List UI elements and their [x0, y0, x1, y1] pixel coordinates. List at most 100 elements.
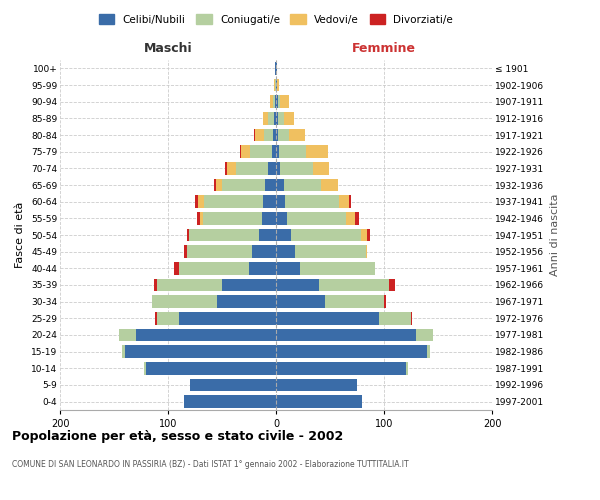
Bar — [276, 362, 406, 374]
Bar — [280, 96, 289, 108]
Bar — [276, 62, 277, 74]
Bar — [355, 212, 359, 224]
Bar — [275, 62, 276, 74]
Bar — [319, 279, 389, 291]
Bar — [119, 329, 136, 341]
Bar — [125, 346, 276, 358]
Bar — [280, 162, 313, 174]
Bar — [295, 246, 365, 258]
Bar — [276, 96, 278, 108]
Bar — [190, 379, 276, 391]
Bar — [262, 212, 276, 224]
Bar — [155, 312, 157, 324]
Bar — [263, 112, 268, 124]
Bar — [276, 179, 284, 192]
Bar — [278, 112, 284, 124]
Bar — [214, 179, 215, 192]
Bar — [278, 129, 289, 141]
Bar — [275, 79, 276, 92]
Bar — [215, 179, 222, 192]
Bar — [276, 296, 325, 308]
Y-axis label: Fasce di età: Fasce di età — [16, 202, 25, 268]
Bar — [273, 96, 275, 108]
Bar — [276, 379, 357, 391]
Bar — [184, 246, 187, 258]
Bar — [268, 162, 276, 174]
Bar — [300, 262, 376, 274]
Bar — [222, 179, 265, 192]
Bar — [227, 162, 236, 174]
Bar — [154, 279, 157, 291]
Bar — [276, 312, 379, 324]
Bar — [249, 262, 276, 274]
Bar — [259, 229, 276, 241]
Bar — [284, 179, 322, 192]
Bar — [427, 346, 430, 358]
Bar — [274, 79, 275, 92]
Bar — [276, 246, 295, 258]
Bar — [152, 296, 217, 308]
Bar — [256, 129, 264, 141]
Bar — [236, 162, 268, 174]
Bar — [411, 312, 412, 324]
Bar — [313, 162, 329, 174]
Bar — [157, 312, 179, 324]
Bar — [289, 129, 305, 141]
Bar — [195, 196, 198, 208]
Bar — [276, 162, 280, 174]
Bar — [379, 312, 411, 324]
Bar — [197, 212, 200, 224]
Bar — [279, 146, 306, 158]
Bar — [203, 212, 262, 224]
Bar — [250, 146, 272, 158]
Bar — [389, 279, 395, 291]
Bar — [203, 196, 263, 208]
Bar — [276, 396, 362, 408]
Bar — [278, 96, 280, 108]
Bar — [365, 246, 367, 258]
Bar — [276, 329, 416, 341]
Bar — [269, 96, 273, 108]
Bar — [367, 229, 370, 241]
Bar — [276, 129, 278, 141]
Bar — [406, 362, 408, 374]
Bar — [284, 196, 338, 208]
Bar — [265, 179, 276, 192]
Bar — [416, 329, 433, 341]
Bar — [222, 279, 276, 291]
Bar — [254, 129, 256, 141]
Bar — [291, 229, 361, 241]
Bar — [276, 279, 319, 291]
Bar — [276, 79, 277, 92]
Bar — [276, 112, 278, 124]
Bar — [287, 212, 346, 224]
Bar — [274, 112, 276, 124]
Bar — [276, 212, 287, 224]
Bar — [276, 346, 427, 358]
Bar — [175, 262, 179, 274]
Text: Popolazione per età, sesso e stato civile - 2002: Popolazione per età, sesso e stato civil… — [12, 430, 343, 443]
Bar — [325, 296, 384, 308]
Bar — [276, 196, 284, 208]
Bar — [144, 362, 146, 374]
Bar — [188, 229, 259, 241]
Bar — [349, 196, 350, 208]
Bar — [157, 279, 222, 291]
Bar — [361, 229, 367, 241]
Bar — [252, 246, 276, 258]
Bar — [284, 112, 295, 124]
Y-axis label: Anni di nascita: Anni di nascita — [550, 194, 560, 276]
Text: Maschi: Maschi — [143, 42, 193, 55]
Bar — [136, 329, 276, 341]
Bar — [273, 129, 276, 141]
Bar — [272, 146, 276, 158]
Bar — [276, 146, 279, 158]
Bar — [217, 296, 276, 308]
Bar — [306, 146, 328, 158]
Bar — [276, 262, 300, 274]
Text: Femmine: Femmine — [352, 42, 416, 55]
Bar — [384, 296, 386, 308]
Bar — [263, 196, 276, 208]
Bar — [146, 362, 276, 374]
Bar — [241, 146, 250, 158]
